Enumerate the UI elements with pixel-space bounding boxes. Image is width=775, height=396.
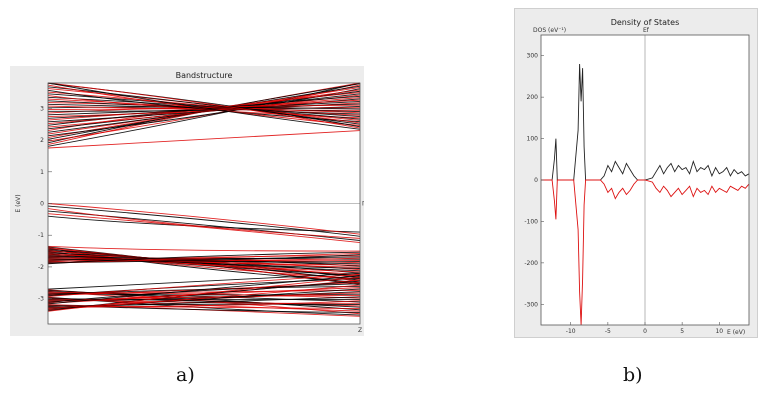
caption-a: a) <box>176 364 195 386</box>
y-tick-label: 2 <box>40 137 44 144</box>
x-tick-label: -5 <box>605 328 611 335</box>
x-tick-label: 0 <box>643 328 647 335</box>
x-tick-label: 5 <box>680 328 684 335</box>
y-tick-label: -3 <box>38 296 44 303</box>
caption-b: b) <box>623 364 643 386</box>
y-tick-label: -100 <box>524 218 538 225</box>
dos-panel: Density of States DOS (eV⁻¹) Ef E (eV) -300 -… <box>514 8 758 338</box>
y-axis-label: E (eV) <box>15 194 22 212</box>
y-tick-label: 200 <box>527 94 539 101</box>
y-tick-label: -2 <box>38 264 44 271</box>
y-tick-label: -300 <box>524 301 538 308</box>
fermi-label: Ef <box>643 27 650 34</box>
y-axis-label: DOS (eV⁻¹) <box>533 27 566 34</box>
y-tick-label: -200 <box>524 260 538 267</box>
dos-chart: Density of States DOS (eV⁻¹) Ef E (eV) -300 -… <box>515 9 757 337</box>
x-tick-label: 10 <box>715 328 723 335</box>
y-tick-label: 100 <box>527 136 539 143</box>
bandstructure-chart: Bandstructure E (eV) -3 -2 -1 0 1 2 3 Γy Z <box>10 66 364 336</box>
chart-title: Density of States <box>611 18 680 27</box>
y-tick-label: -1 <box>38 232 44 239</box>
y-tick-label: 0 <box>40 201 44 208</box>
bandstructure-panel: Bandstructure E (eV) -3 -2 -1 0 1 2 3 Γy Z <box>10 66 364 336</box>
x-tick-label: -10 <box>566 328 576 335</box>
y-tick-label: 300 <box>527 53 539 60</box>
x-axis-label: E (eV) <box>727 329 745 336</box>
high-symmetry-label: Z <box>358 327 362 334</box>
chart-title: Bandstructure <box>176 71 233 80</box>
high-symmetry-label: Γy <box>362 201 364 208</box>
y-tick-label: 1 <box>40 169 44 176</box>
y-tick-label: 0 <box>534 177 538 184</box>
y-tick-label: 3 <box>40 105 44 112</box>
